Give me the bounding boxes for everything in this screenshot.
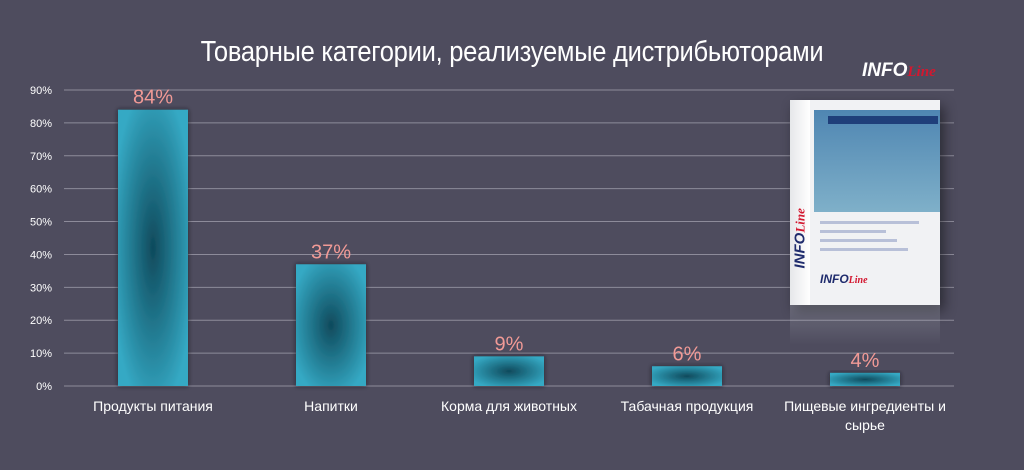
book-cover-text-lines [820,215,930,257]
x-category-label: Пищевые ингредиенты и сырье [784,398,946,433]
data-labels: 84% 37% 9% 6% 4% [133,87,880,372]
bar [474,356,544,386]
y-tick-label: 0% [36,381,52,393]
book-spine: INFOLine [790,100,810,305]
x-category-label: Табачная продукция [621,398,754,414]
infoline-logo: INFOLine [862,60,942,82]
y-tick-label: 30% [30,282,52,294]
x-axis-categories: Продукты питания Напитки Корма для животны… [93,398,946,433]
y-tick-label: 40% [30,249,52,261]
book-spine-logo: INFOLine [791,208,809,269]
y-tick-label: 50% [30,217,52,229]
y-tick-label: 60% [30,184,52,196]
book-cover-image [814,110,940,212]
x-category-label: Напитки [304,398,358,414]
y-tick-label: 20% [30,315,52,327]
y-tick-label: 10% [30,348,52,360]
bar [830,372,900,386]
book-reflection [790,305,940,345]
y-tick-label: 70% [30,151,52,163]
report-book-image: INFOLine INFOLine [790,100,940,305]
logo-info-text: INFO [862,60,908,81]
x-category-label: Корма для животных [441,398,577,414]
data-label: 4% [851,350,880,372]
data-label: 84% [133,87,173,109]
bar [296,264,366,386]
y-tick-label: 80% [30,118,52,130]
data-label: 37% [311,241,351,263]
bar [652,366,722,386]
data-label: 6% [673,343,702,365]
y-axis-ticks: 0% 10% 20% 30% 40% 50% 60% 70% 80% 90% [30,85,52,393]
logo-line-text: Line [907,64,936,80]
chart-title: Товарные категории, реализуемые дистрибь… [200,36,824,68]
y-tick-label: 90% [30,85,52,97]
x-category-label: Продукты питания [93,398,213,414]
bar [118,109,188,386]
bars [118,109,900,386]
book-cover-band [828,116,938,124]
book-cover-logo: INFOLine [820,272,868,286]
data-label: 9% [495,333,524,355]
